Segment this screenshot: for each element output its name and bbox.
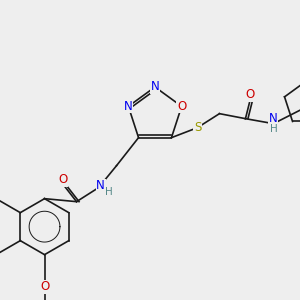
Text: N: N bbox=[96, 179, 105, 192]
Text: O: O bbox=[246, 88, 255, 101]
Text: H: H bbox=[270, 124, 277, 134]
Text: O: O bbox=[40, 280, 49, 293]
Text: N: N bbox=[151, 80, 159, 94]
Text: O: O bbox=[58, 173, 67, 186]
Text: S: S bbox=[194, 121, 201, 134]
Text: N: N bbox=[269, 112, 278, 125]
Text: O: O bbox=[177, 100, 186, 113]
Text: H: H bbox=[105, 187, 112, 197]
Text: N: N bbox=[124, 100, 133, 113]
